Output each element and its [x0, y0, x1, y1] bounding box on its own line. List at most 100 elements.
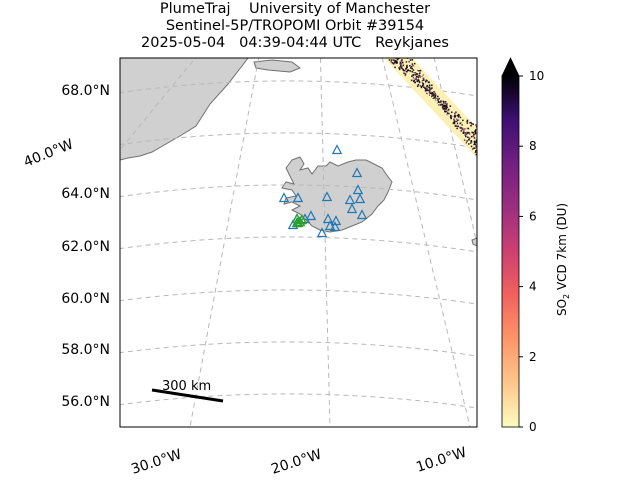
swath-pixel — [447, 113, 449, 116]
title-line-3: 2025-05-04 04:39-04:44 UTC Reykjanes — [141, 35, 449, 51]
station-marker — [351, 167, 363, 178]
swath-pixel — [464, 132, 466, 134]
swath-pixel — [406, 62, 408, 64]
swath-pixel — [390, 56, 392, 58]
swath-pixel — [451, 107, 453, 109]
swath-pixel — [416, 79, 419, 81]
scale-bar-label: 300 km — [162, 379, 211, 394]
swath-pixel — [426, 92, 428, 95]
swath-pixel — [435, 100, 437, 103]
swath-pixel — [427, 81, 430, 84]
swath-pixel — [446, 107, 448, 109]
swath-pixel — [470, 142, 472, 144]
swath-pixel — [462, 125, 464, 128]
swath-pixel — [465, 132, 468, 135]
swath-pixel — [464, 128, 466, 130]
swath-pixel — [468, 133, 471, 135]
swath-pixel — [399, 62, 402, 64]
swath-pixel — [455, 122, 458, 124]
swath-pixel — [418, 75, 421, 77]
swath-pixel — [472, 135, 475, 137]
swath-pixel — [401, 67, 404, 70]
swath-pixel — [417, 69, 419, 72]
swath-pixel — [466, 140, 468, 142]
swath-pixel — [438, 102, 440, 105]
swath-pixel — [414, 74, 416, 76]
swath-pixel — [409, 59, 412, 61]
map-frame — [119, 57, 478, 428]
swath-pixel — [409, 75, 411, 77]
swath-pixel — [427, 86, 430, 88]
swath-pixel — [425, 79, 428, 81]
swath-pixel — [420, 85, 423, 88]
swath-pixel — [422, 77, 425, 80]
lon-label-20w: 20.0°W — [269, 446, 324, 477]
swath-pixel — [416, 85, 419, 87]
swath-pixel — [401, 59, 403, 61]
swath-pixel — [468, 131, 470, 134]
swath-pixel — [473, 133, 475, 136]
swath-pixel — [415, 71, 418, 73]
swath-pixel — [432, 95, 435, 97]
swath-pixel — [453, 112, 456, 115]
colorbar-tick-label: 6 — [529, 209, 537, 223]
swath-pixel — [403, 72, 405, 74]
swath-pixel — [417, 68, 420, 71]
swath-pixel — [455, 118, 458, 120]
station-marker — [331, 144, 343, 155]
swath-pixel — [418, 81, 421, 84]
swath-pixel — [409, 70, 412, 72]
swath-pixel — [467, 132, 469, 134]
swath-pixel — [413, 77, 416, 79]
swath-pixel — [475, 139, 477, 141]
swath-pixel — [474, 150, 477, 152]
swath-pixel — [431, 91, 433, 94]
swath-pixel — [455, 125, 457, 127]
swath-pixel — [423, 75, 425, 77]
lon-label-30w: 30.0°W — [129, 446, 184, 477]
swath-pixel — [458, 120, 461, 123]
swath-pixel — [419, 85, 422, 87]
swath-pixel — [410, 67, 412, 69]
swath-pixel — [414, 70, 416, 73]
swath-pixel — [399, 71, 401, 73]
swath-pixel — [444, 101, 447, 103]
swath-pixel — [406, 66, 408, 68]
swath-pixel — [411, 63, 414, 65]
swath-pixel — [411, 59, 414, 61]
swath-pixel — [472, 148, 474, 150]
colorbar-tick-label: 0 — [529, 420, 537, 434]
swath-pixel — [423, 83, 425, 85]
swath-pixel — [394, 66, 396, 69]
swath-pixel — [409, 73, 412, 76]
swath-pixel — [405, 67, 408, 70]
swath-pixel — [456, 114, 459, 117]
swath-pixel — [418, 75, 420, 78]
swath-pixel — [423, 86, 425, 88]
swath-pixel — [474, 129, 477, 131]
swath-pixel — [463, 136, 466, 138]
swath-pixel — [429, 90, 431, 92]
swath-pixel — [419, 76, 422, 78]
swath-pixel — [447, 110, 449, 113]
swath-pixel — [454, 125, 457, 127]
swath-pixel — [408, 69, 410, 72]
swath-pixel — [414, 78, 416, 80]
colorbar-tick-label: 8 — [529, 139, 537, 153]
swath-pixel — [459, 122, 461, 125]
swath-pixel — [468, 139, 470, 142]
swath-pixel — [429, 95, 432, 97]
swath-pixel — [405, 61, 408, 63]
swath-pixel — [462, 128, 464, 130]
swath-pixel — [461, 124, 463, 126]
swath-pixel — [431, 95, 434, 97]
swath-pixel — [444, 102, 447, 105]
swath-pixel — [390, 61, 392, 63]
swath-pixel — [438, 97, 441, 100]
swath-pixel — [404, 73, 407, 75]
swath-pixel — [470, 135, 473, 138]
swath-pixel — [431, 87, 433, 89]
swath-pixel — [426, 84, 429, 87]
swath-pixel — [474, 151, 477, 153]
swath-pixel — [445, 108, 447, 110]
